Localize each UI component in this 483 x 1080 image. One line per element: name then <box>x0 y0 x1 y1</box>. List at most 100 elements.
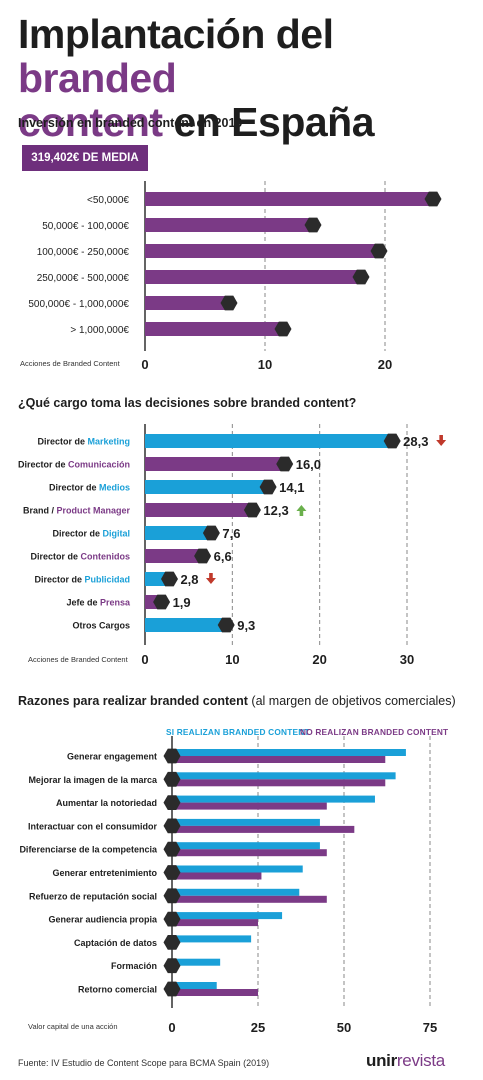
bar-si <box>172 958 221 966</box>
role-label: Director de Comunicación <box>18 460 130 470</box>
role-label-prefix: Director de <box>37 437 87 447</box>
row-start-marker <box>163 888 181 904</box>
reason-label: Formación <box>111 961 157 971</box>
bar-no <box>172 989 258 996</box>
role-label-prefix: Director de <box>52 529 102 539</box>
reason-label: Diferenciarse de la competencia <box>19 845 158 855</box>
bar <box>145 549 203 563</box>
trend-down-icon <box>436 435 447 446</box>
value-label: 9,3 <box>237 618 255 633</box>
trend-arrow-shaft <box>209 573 213 578</box>
trend-arrow-head <box>296 505 307 511</box>
x-tick-label: 0 <box>141 357 148 372</box>
source-footer: Fuente: IV Estudio de Content Scope para… <box>18 1058 270 1068</box>
role-label-key: Contenidos <box>81 552 131 562</box>
bar-no <box>172 919 258 927</box>
role-label-key: Digital <box>102 529 130 539</box>
value-label: 28,3 <box>403 434 428 449</box>
row-start-marker <box>163 958 181 974</box>
role-label: Director de Publicidad <box>34 575 130 585</box>
row-start-marker <box>163 981 181 997</box>
bar-no <box>172 779 386 787</box>
bar <box>145 296 229 310</box>
row-start-marker <box>163 841 181 857</box>
category-label: 250,000€ - 500,000€ <box>37 273 130 284</box>
bar-end-marker <box>259 479 277 495</box>
unir-revista-logo: unirrevista <box>366 1051 445 1071</box>
legend-si: SI REALIZAN BRANDED CONTENT <box>166 727 310 737</box>
bar-end-marker <box>202 525 220 541</box>
bar-si <box>172 772 396 780</box>
logo-main: unir <box>366 1051 397 1070</box>
bar-end-marker <box>274 321 292 337</box>
x-tick-label: 20 <box>378 357 392 372</box>
x-tick-label: 50 <box>337 1020 351 1035</box>
role-label-prefix: Jefe de <box>66 598 100 608</box>
bar <box>145 457 285 471</box>
x-tick-label: 75 <box>423 1020 437 1035</box>
bar <box>145 434 393 448</box>
bar-no <box>172 756 386 763</box>
logo-sub: revista <box>396 1051 445 1070</box>
value-label: 12,3 <box>263 503 288 518</box>
bar-end-marker <box>194 548 212 564</box>
bar <box>145 270 361 284</box>
role-label: Brand / Product Manager <box>23 506 131 516</box>
legend-no: NO REALIZAN BRANDED CONTENT <box>300 727 449 737</box>
bar-si <box>172 865 303 873</box>
value-label: 6,6 <box>214 549 232 564</box>
bar-si <box>172 818 320 826</box>
bar-end-marker <box>217 617 235 633</box>
bar-si <box>172 935 252 943</box>
bar-end-marker <box>352 269 370 285</box>
value-label: 2,8 <box>180 572 198 587</box>
x-axis-label: Acciones de Branded Content <box>28 655 129 664</box>
role-label-prefix: Otros Cargos <box>72 621 130 631</box>
bar-end-marker <box>161 571 178 587</box>
category-label: <50,000€ <box>87 195 129 206</box>
x-axis-label: Acciones de Branded Content <box>20 359 121 368</box>
role-label: Director de Marketing <box>37 437 130 447</box>
bar-end-marker <box>243 502 261 518</box>
bar-end-marker <box>220 295 238 311</box>
x-axis-label: Valor capital de una acción <box>28 1022 118 1031</box>
bar <box>145 322 283 336</box>
value-label: 1,9 <box>173 595 191 610</box>
role-label-prefix: Director de <box>30 552 80 562</box>
role-label-prefix: Brand / <box>23 506 57 516</box>
x-tick-label: 20 <box>312 652 326 667</box>
x-tick-label: 25 <box>251 1020 265 1035</box>
role-label-prefix: Director de <box>49 483 99 493</box>
role-label: Director de Digital <box>52 529 130 539</box>
row-start-marker <box>163 935 181 950</box>
reasons-chart: Generar engagement Mejorar la imagen de l… <box>19 736 437 1035</box>
bar-si <box>172 982 217 989</box>
row-start-marker <box>163 818 181 834</box>
role-label-key: Comunicación <box>68 460 130 470</box>
reason-label: Captación de datos <box>74 938 157 948</box>
bar-no <box>172 895 327 903</box>
row-start-marker <box>163 865 181 880</box>
reason-label: Generar entretenimiento <box>52 868 157 878</box>
bar-end-marker <box>424 191 442 207</box>
row-start-marker <box>163 748 181 764</box>
investment-chart: <50,000€ 50,000€ - 100,000€ 100,000€ - 250… <box>20 181 442 372</box>
bar-end-marker <box>153 594 171 610</box>
category-label: 50,000€ - 100,000€ <box>42 221 129 232</box>
bar-end-marker <box>383 433 401 449</box>
reason-label: Aumentar la notoriedad <box>56 798 157 808</box>
role-label-key: Prensa <box>100 598 131 608</box>
x-tick-label: 10 <box>225 652 239 667</box>
title-highlight-branded: branded <box>18 55 177 101</box>
bar <box>145 244 379 258</box>
reason-label: Mejorar la imagen de la marca <box>28 775 158 785</box>
bar <box>145 480 269 494</box>
title-highlight-content: content <box>18 99 163 145</box>
category-label: > 1,000,000€ <box>70 325 129 336</box>
x-tick-label: 0 <box>141 652 148 667</box>
decision-makers-chart: Director de Marketing 28,3 Director de Com… <box>18 424 447 667</box>
bar-si <box>172 842 320 850</box>
row-start-marker <box>163 911 181 927</box>
role-label-key: Publicidad <box>84 575 130 585</box>
bar-end-marker <box>370 243 388 259</box>
